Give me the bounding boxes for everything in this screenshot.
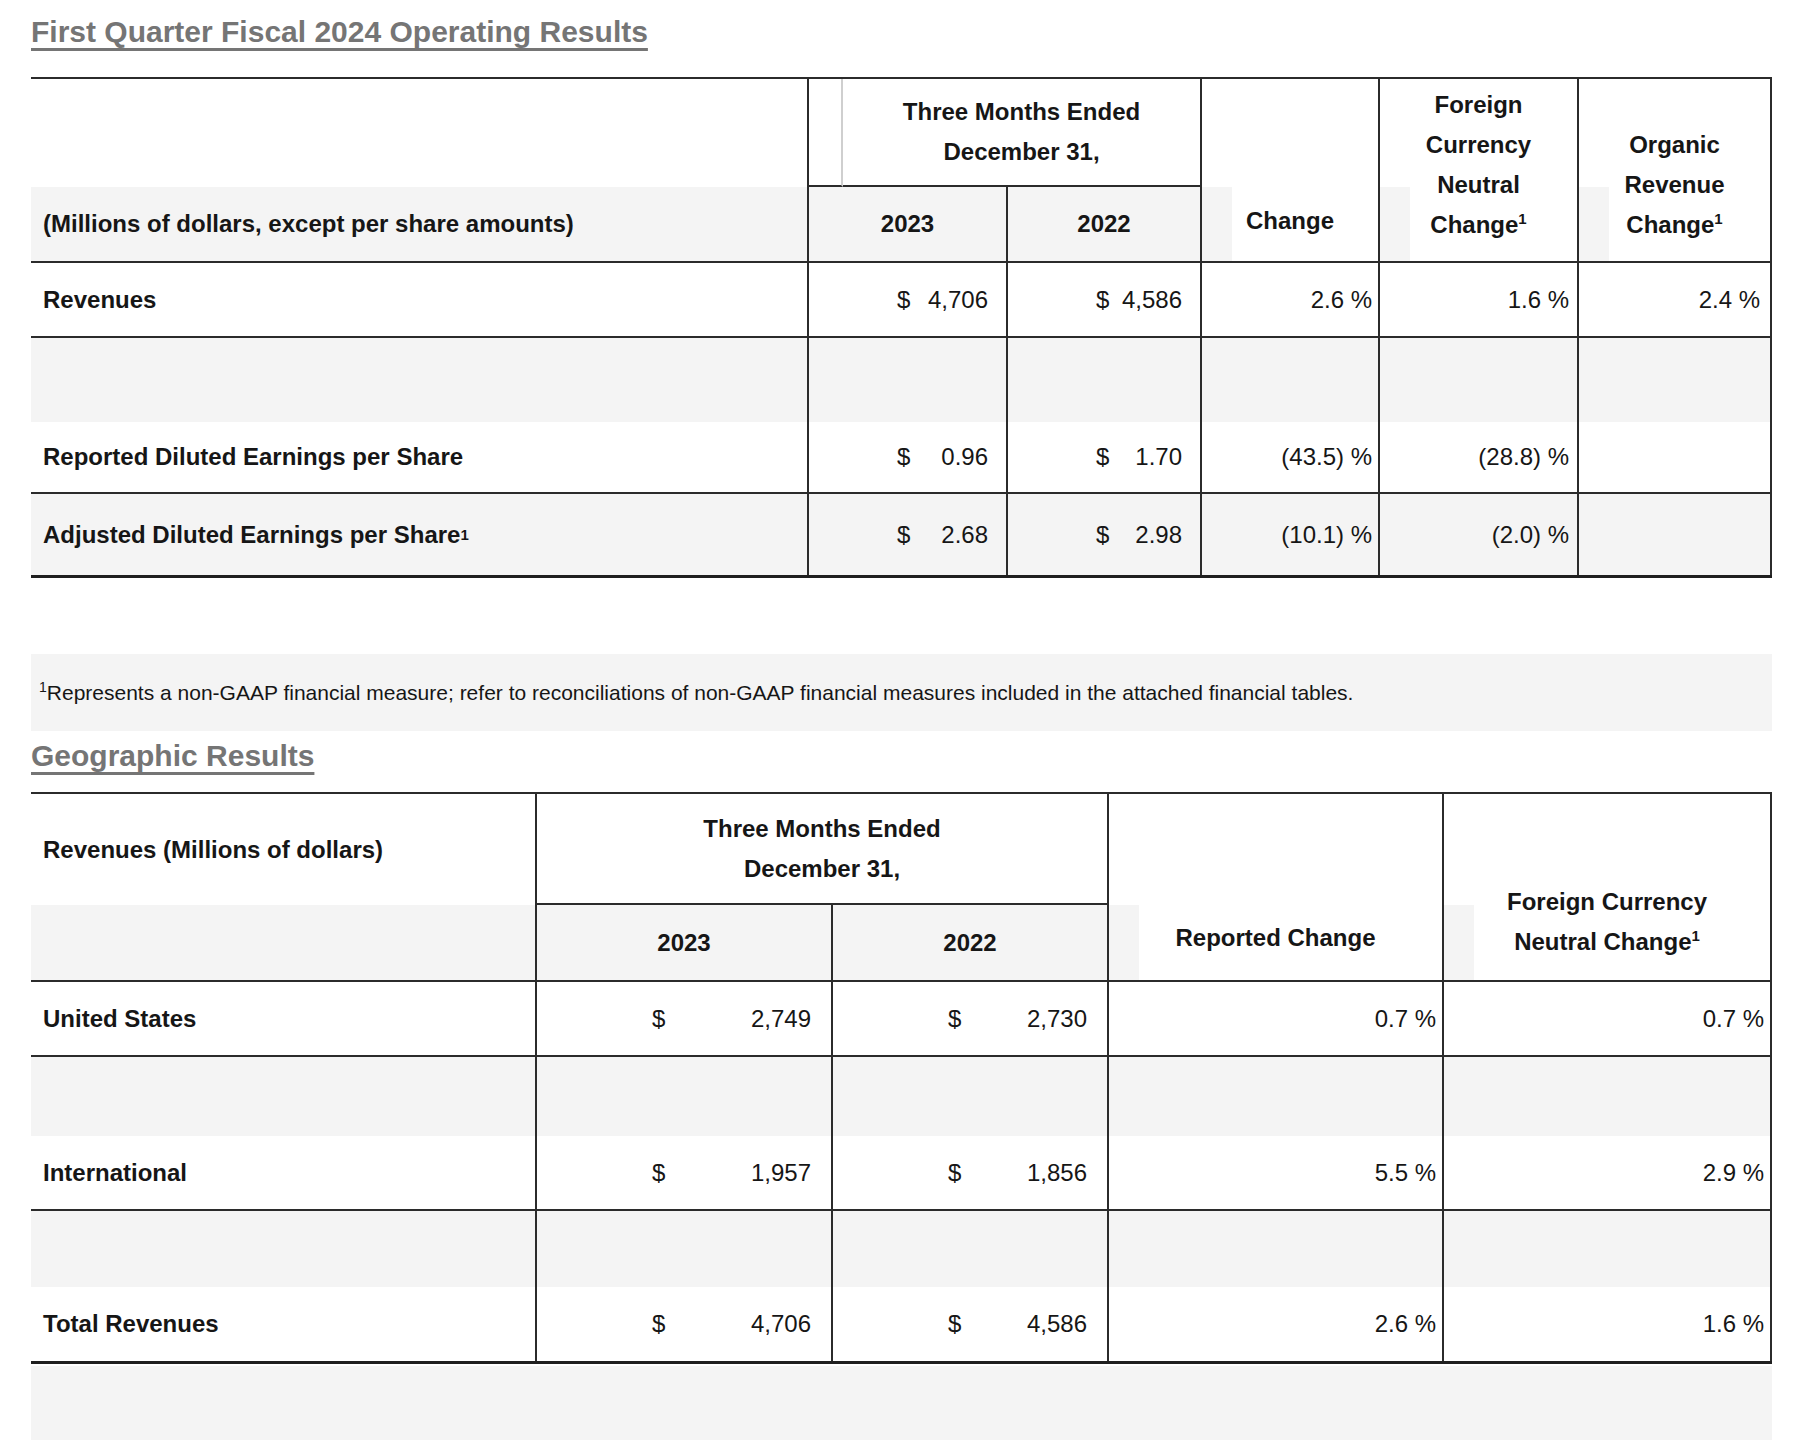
dollar-sign: $ — [1096, 521, 1109, 549]
header-gap-cell — [807, 79, 843, 187]
empty-spacer-row — [31, 338, 1772, 422]
dollar-sign: $ — [652, 1310, 665, 1338]
dollar-sign: $ — [897, 521, 910, 549]
value-2023-cell: $ 2.68 — [807, 494, 1006, 575]
operating-table-header: (Millions of dollars, except per share a… — [31, 77, 1772, 263]
fcn-change-cell: 0.7 % — [1442, 982, 1772, 1055]
header-blank-cell — [31, 905, 535, 980]
reported-change-cell: 5.5 % — [1107, 1136, 1442, 1209]
operating-results-table: (Millions of dollars, except per share a… — [31, 77, 1772, 578]
shaded-gap — [1202, 187, 1232, 261]
empty-spacer-row — [31, 1057, 1772, 1136]
table-row-reported-diluted-eps: Reported Diluted Earnings per Share $ 0.… — [31, 422, 1772, 494]
dollar-sign: $ — [948, 1310, 961, 1338]
header-blank-cell — [31, 79, 807, 187]
value-2022-cell: $ 4,586 — [831, 1287, 1107, 1361]
organic-change-cell — [1577, 494, 1772, 575]
row-label-cell: United States — [31, 982, 535, 1055]
shaded-gap — [1579, 187, 1609, 261]
change-cell: 2.6 % — [1200, 263, 1378, 336]
table-row-united-states: United States $ 2,749 $ 2,730 0.7 % 0.7 … — [31, 982, 1772, 1057]
fcn-change-cell: 1.6 % — [1442, 1287, 1772, 1361]
value-2022-cell: $ 4,586 — [1006, 263, 1200, 336]
press-release-page: First Quarter Fiscal 2024 Operating Resu… — [0, 0, 1816, 1440]
row-label-cell: Adjusted Diluted Earnings per Share1 — [31, 494, 807, 575]
row-label-cell: Revenues — [31, 263, 807, 336]
shaded-gap — [1380, 187, 1410, 261]
value-2022-cell: $ 1.70 — [1006, 422, 1200, 492]
value-2023-cell: $ 4,706 — [535, 1287, 831, 1361]
table-caption-cell: Revenues (Millions of dollars) — [31, 794, 535, 905]
value-2022-cell: $ 2.98 — [1006, 494, 1200, 575]
period-header: Three Months Ended December 31, — [843, 92, 1200, 172]
page-title: First Quarter Fiscal 2024 Operating Resu… — [31, 14, 648, 50]
dollar-sign: $ — [652, 1005, 665, 1033]
period-header: Three Months Ended December 31, — [537, 809, 1107, 889]
table-row-total-revenues: Total Revenues $ 4,706 $ 4,586 2.6 % 1.6… — [31, 1287, 1772, 1364]
table-row-adjusted-diluted-eps: Adjusted Diluted Earnings per Share1 $ 2… — [31, 494, 1772, 578]
year-2023-header: 2023 — [807, 187, 1006, 261]
units-label-cell: (Millions of dollars, except per share a… — [31, 187, 807, 261]
organic-change-cell: 2.4 % — [1577, 263, 1772, 336]
dollar-sign: $ — [897, 443, 910, 471]
change-cell: (10.1) % — [1200, 494, 1378, 575]
value-2023-cell: $ 0.96 — [807, 422, 1006, 492]
period-header-cell: Three Months Ended December 31, — [535, 794, 1107, 905]
year-2023-header: 2023 — [535, 905, 831, 980]
fcn-change-cell: (2.0) % — [1378, 494, 1577, 575]
reported-change-cell: 0.7 % — [1107, 982, 1442, 1055]
value-2022-cell: $ 1,856 — [831, 1136, 1107, 1209]
change-cell: (43.5) % — [1200, 422, 1378, 492]
table-row-international: International $ 1,957 $ 1,856 5.5 % 2.9 … — [31, 1136, 1772, 1211]
fcn-change-cell: 2.9 % — [1442, 1136, 1772, 1209]
year-2022-header: 2022 — [1006, 187, 1200, 261]
table-row-revenues: Revenues $ 4,706 $ 4,586 2.6 % 1.6 % 2.4… — [31, 263, 1772, 338]
footnote-text: 1Represents a non-GAAP financial measure… — [39, 681, 1353, 705]
dollar-sign: $ — [652, 1159, 665, 1187]
reported-change-header-cell: Reported Change — [1107, 794, 1442, 980]
year-2022-header: 2022 — [831, 905, 1107, 980]
dollar-sign: $ — [948, 1005, 961, 1033]
fcn-change-cell: 1.6 % — [1378, 263, 1577, 336]
change-header-cell: Change — [1200, 79, 1378, 261]
dollar-sign: $ — [948, 1159, 961, 1187]
organic-change-cell — [1577, 422, 1772, 492]
row-label-cell: Reported Diluted Earnings per Share — [31, 422, 807, 492]
shaded-gap — [1444, 905, 1474, 980]
row-label-cell: International — [31, 1136, 535, 1209]
geographic-results-table: Revenues (Millions of dollars) Three Mon… — [31, 792, 1772, 1364]
fcn-change-cell: (28.8) % — [1378, 422, 1577, 492]
footnote: 1Represents a non-GAAP financial measure… — [31, 654, 1772, 731]
geographic-results-heading: Geographic Results — [31, 737, 314, 775]
footnote-marker: 1 — [1714, 210, 1722, 227]
reported-change-cell: 2.6 % — [1107, 1287, 1442, 1361]
value-2023-cell: $ 2,749 — [535, 982, 831, 1055]
shaded-gap — [1109, 905, 1139, 980]
footnote-marker: 1 — [1692, 927, 1700, 944]
period-header-cell: Three Months Ended December 31, — [843, 79, 1200, 187]
dollar-sign: $ — [1096, 286, 1109, 314]
organic-revenue-change-header-cell: Organic Revenue Change1 — [1577, 79, 1772, 261]
foreign-currency-neutral-change-header-cell: Foreign Currency Neutral Change1 — [1378, 79, 1577, 261]
geographic-table-header: Revenues (Millions of dollars) Three Mon… — [31, 792, 1772, 982]
bottom-shaded-strip — [31, 1366, 1772, 1440]
foreign-currency-neutral-change-header-cell: Foreign Currency Neutral Change1 — [1442, 794, 1772, 980]
row-label-cell: Total Revenues — [31, 1287, 535, 1361]
empty-spacer-row — [31, 1211, 1772, 1287]
value-2022-cell: $ 2,730 — [831, 982, 1107, 1055]
value-2023-cell: $ 4,706 — [807, 263, 1006, 336]
units-label: (Millions of dollars, except per share a… — [43, 210, 574, 238]
dollar-sign: $ — [897, 286, 910, 314]
value-2023-cell: $ 1,957 — [535, 1136, 831, 1209]
footnote-marker: 1 — [1518, 210, 1526, 227]
dollar-sign: $ — [1096, 443, 1109, 471]
footnote-marker: 1 — [39, 679, 47, 695]
